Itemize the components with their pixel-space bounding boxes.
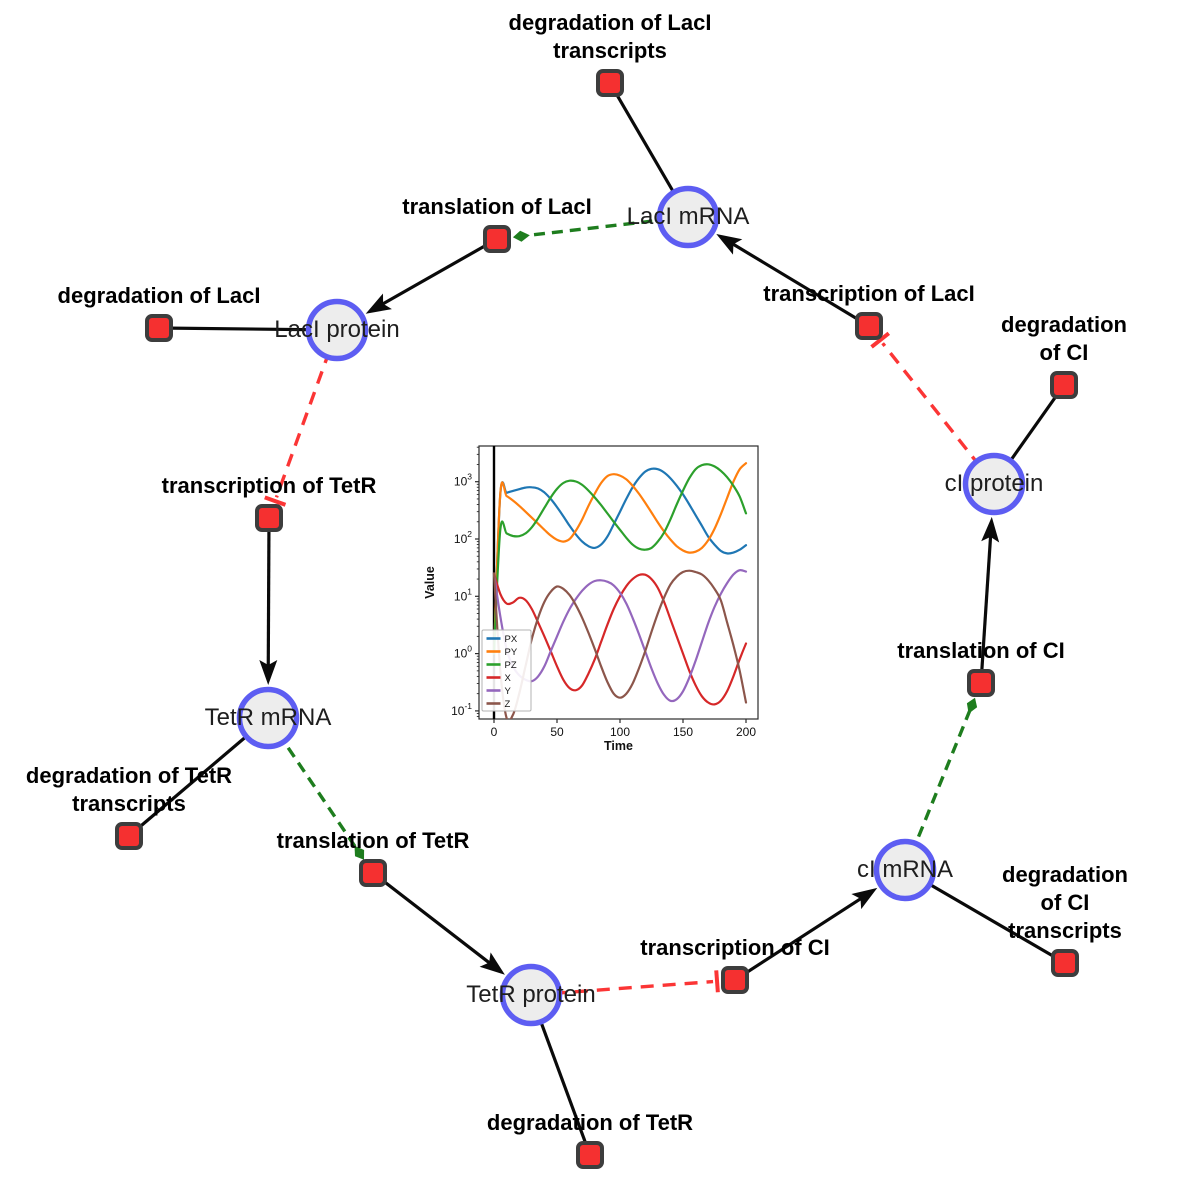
arrowhead	[479, 952, 505, 975]
y-tick-label: 103	[454, 472, 472, 489]
series-line-Y	[492, 569, 748, 703]
legend-label-Y: Y	[505, 686, 512, 697]
modifier-arrowhead	[512, 230, 530, 242]
y-tick-label: 101	[454, 586, 472, 603]
series-line-Z	[492, 569, 748, 719]
reaction-node-transl_tetr[interactable]	[359, 859, 387, 887]
arrowhead	[365, 293, 392, 314]
reaction-node-tx_tetr[interactable]	[255, 504, 283, 532]
series-line-PZ	[492, 463, 748, 655]
series-line-PX	[492, 467, 748, 655]
nodes-layer	[115, 69, 1079, 1169]
x-tick-label: 150	[673, 725, 693, 739]
legend-label-PY: PY	[505, 647, 518, 658]
species-node-tetr_protein[interactable]	[499, 963, 563, 1027]
reaction-node-tx_ci[interactable]	[721, 966, 749, 994]
edge-production-tx_ci-ci_mrna	[734, 887, 878, 982]
inhibition-tbar	[714, 970, 720, 993]
species-node-tetr_mrna[interactable]	[236, 686, 300, 750]
species-node-ci_protein[interactable]	[962, 452, 1026, 516]
edge-production-tx_laci-laci_mrna	[716, 234, 870, 328]
x-axis-label: Time	[604, 739, 633, 753]
edge-production-transl_ci-ci_protein	[979, 516, 1000, 684]
legend-label-X: X	[505, 673, 512, 684]
reaction-node-deg_tetr[interactable]	[576, 1141, 604, 1169]
x-tick-label: 0	[491, 725, 498, 739]
chart-legend: PX PY PZ XYZ	[481, 629, 532, 712]
legend-label-PZ: PZ	[505, 660, 517, 671]
x-tick-label: 50	[550, 725, 564, 739]
series-line-X	[492, 572, 748, 706]
reaction-node-deg_ci_tx[interactable]	[1051, 949, 1079, 977]
reaction-node-deg_tetr_tx[interactable]	[115, 822, 143, 850]
series-line-PY	[492, 462, 748, 655]
y-tick-label: 100	[454, 644, 472, 661]
x-tick-label: 200	[736, 725, 756, 739]
species-node-laci_mrna[interactable]	[656, 185, 720, 249]
axis-ticks	[475, 446, 747, 723]
arrowhead	[851, 887, 878, 910]
inhibition-tbar	[264, 495, 287, 507]
reaction-node-deg_laci[interactable]	[145, 314, 173, 342]
arrowhead	[716, 234, 743, 255]
legend-label-Z: Z	[505, 699, 511, 710]
reaction-node-tx_laci[interactable]	[855, 312, 883, 340]
arrowhead	[259, 660, 278, 685]
reaction-node-transl_ci[interactable]	[967, 669, 995, 697]
series-layer	[492, 446, 748, 719]
species-node-ci_mrna[interactable]	[873, 838, 937, 902]
y-tick-label: 102	[454, 529, 472, 546]
edge-production-tx_tetr-tetr_mrna	[259, 517, 278, 685]
y-axis-label: Value	[424, 566, 437, 599]
inhibition-tbar	[870, 331, 891, 349]
y-tick-label: 10-1	[451, 701, 472, 718]
arrowhead	[981, 516, 1000, 543]
edge-production-transl_laci-laci_protein	[365, 237, 498, 314]
modifier-arrowhead	[354, 845, 365, 860]
reaction-node-deg_ci[interactable]	[1050, 371, 1078, 399]
legend-label-PX: PX	[505, 634, 518, 645]
modifier-arrowhead	[966, 697, 978, 714]
species-node-laci_protein[interactable]	[305, 298, 369, 362]
reaction-node-transl_laci[interactable]	[483, 225, 511, 253]
x-tick-label: 100	[610, 725, 630, 739]
reaction-node-deg_laci_tx[interactable]	[596, 69, 624, 97]
edge-production-transl_tetr-tetr_protein	[372, 871, 505, 975]
